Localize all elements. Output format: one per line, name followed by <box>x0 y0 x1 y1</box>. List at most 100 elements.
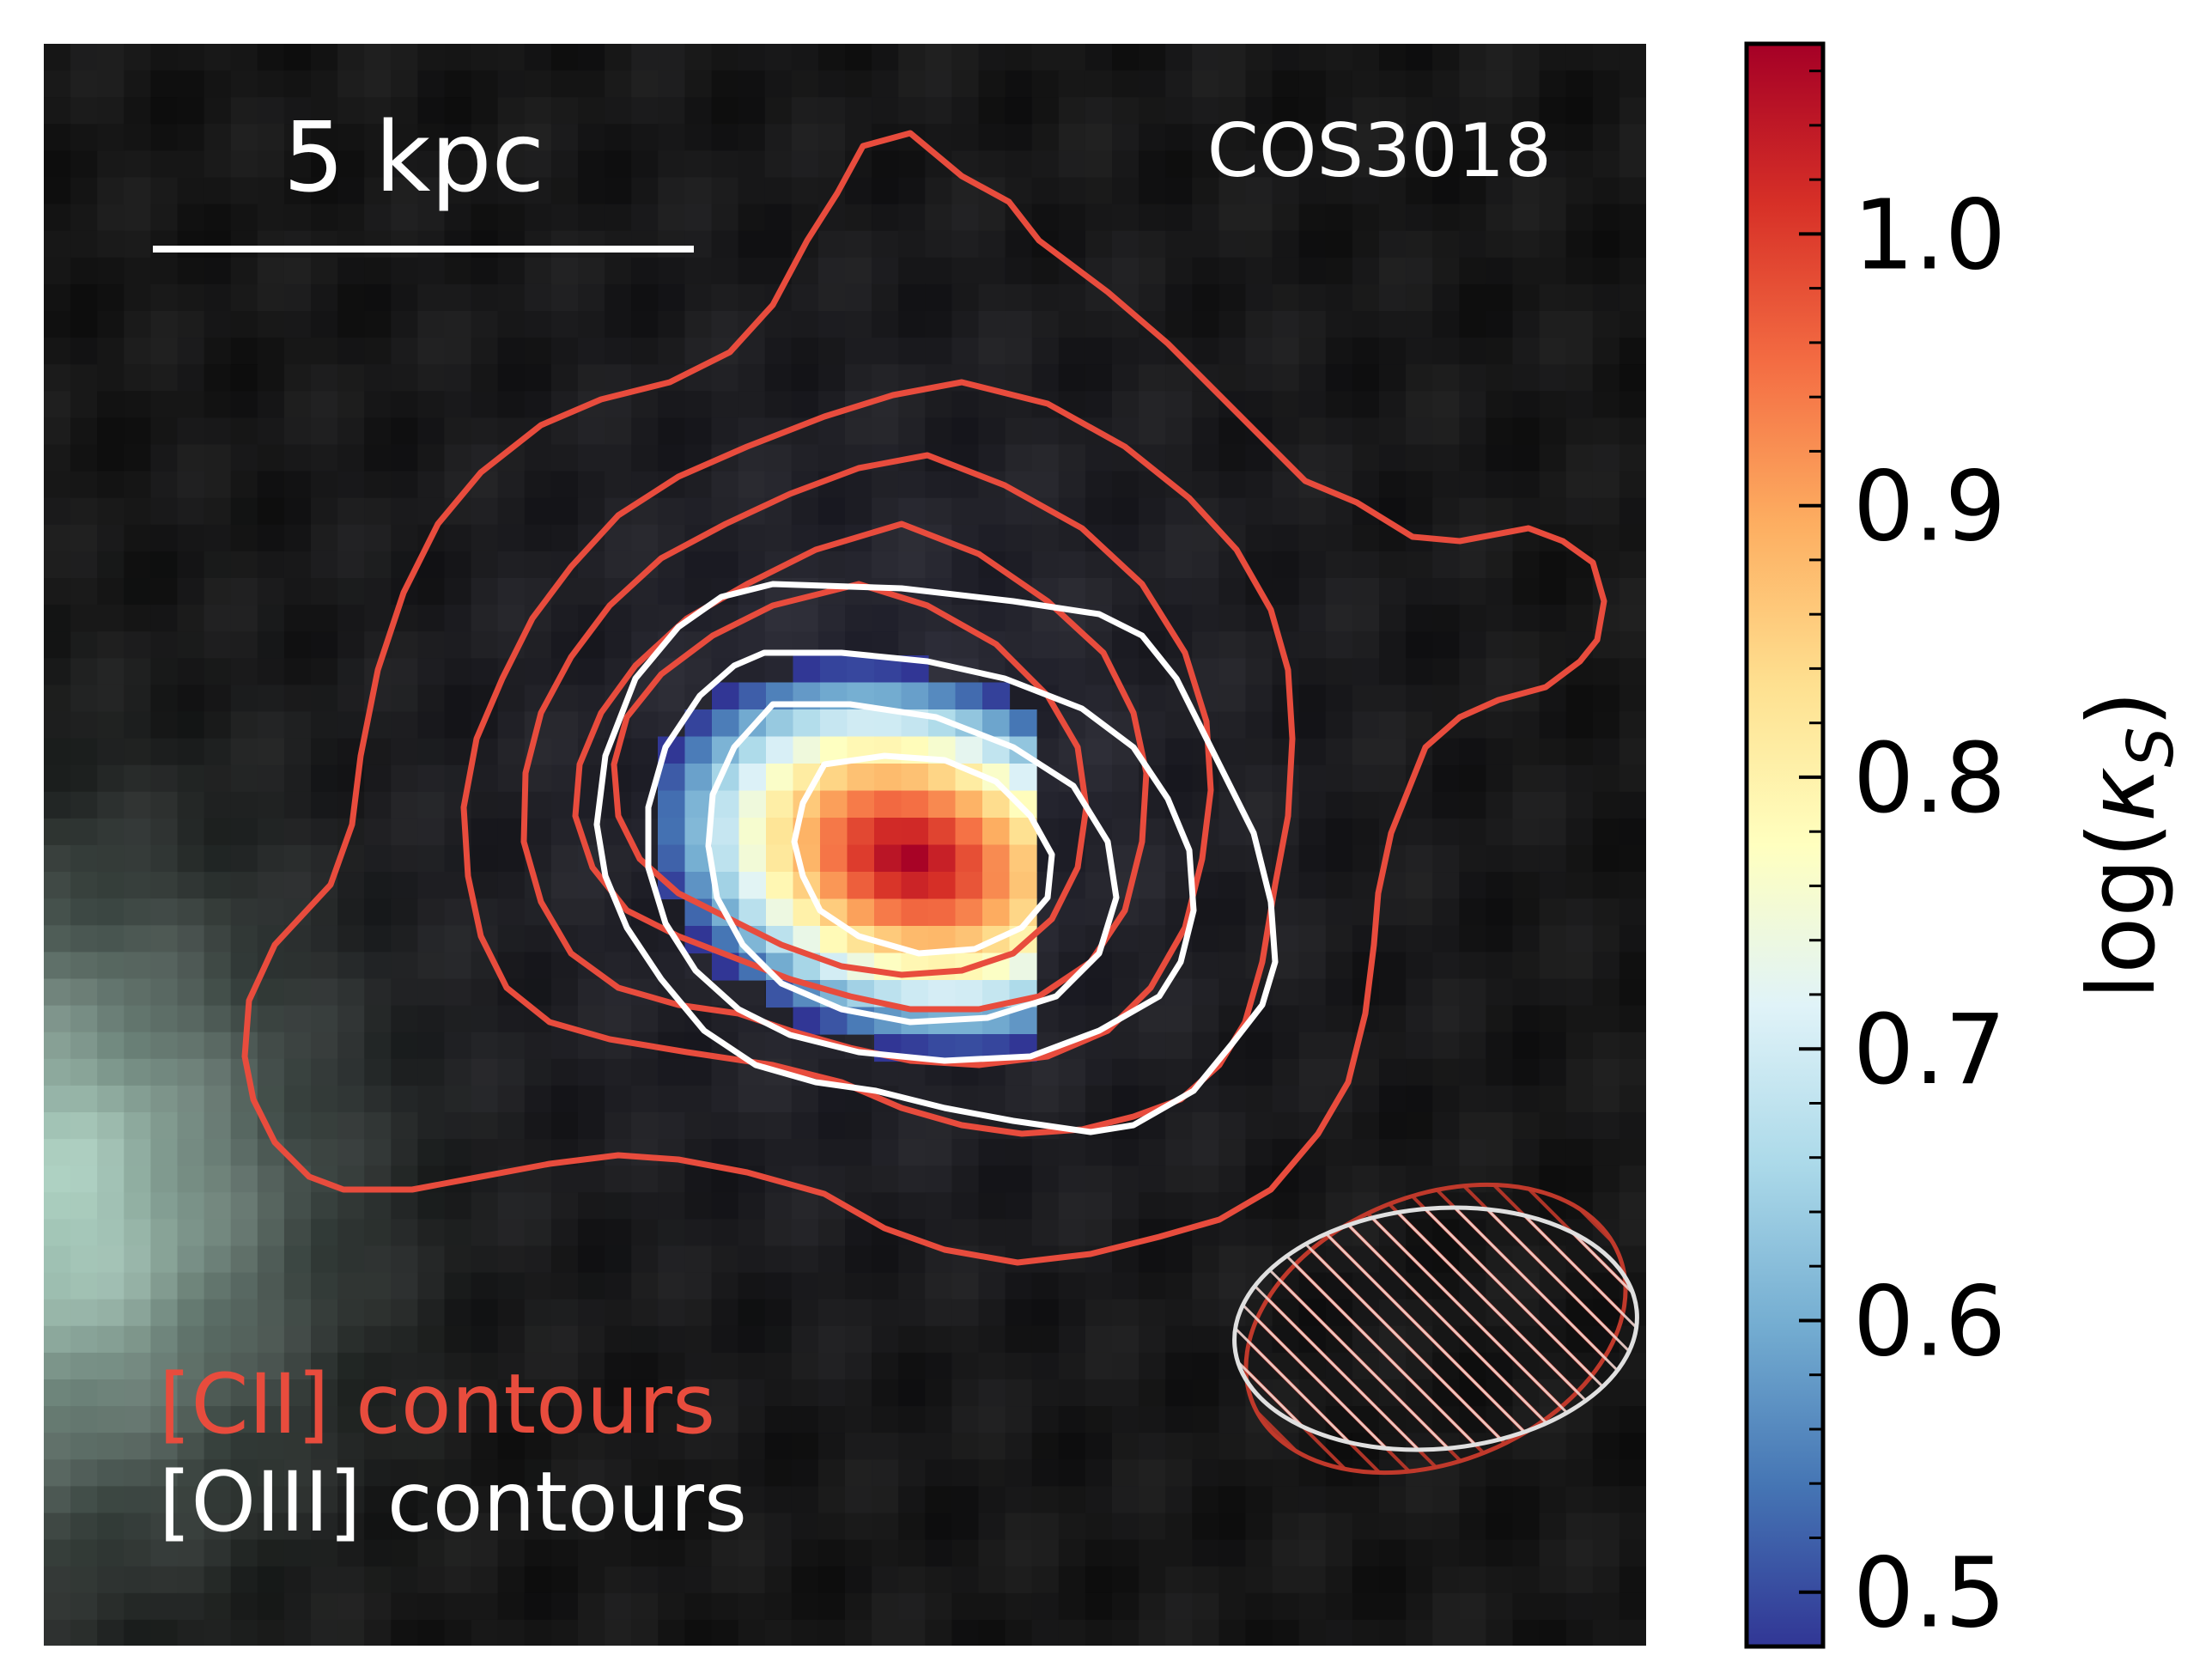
legend-oiii: [OIII] contours <box>159 1454 747 1550</box>
colorbar-tick-label: 0.9 <box>1853 452 2006 563</box>
colorbar-label-sub: S <box>2114 727 2188 767</box>
kappa-pixel <box>928 790 957 819</box>
kappa-pixel <box>1009 872 1037 900</box>
kappa-pixel <box>847 818 875 846</box>
oiii-contour-1 <box>593 581 1279 1135</box>
kappa-pixel <box>820 872 848 900</box>
kappa-pixel <box>820 709 848 738</box>
kappa-map-pixels <box>658 655 1037 1062</box>
kappa-pixel <box>982 818 1011 846</box>
kappa-pixel <box>874 682 902 710</box>
kappa-pixel <box>766 818 794 846</box>
kappa-pixel <box>847 764 875 792</box>
kappa-pixel <box>820 926 848 954</box>
oiii-contour-3 <box>705 701 1120 1026</box>
kappa-pixel <box>1009 953 1037 981</box>
cii-contour-1 <box>241 130 1607 1266</box>
kappa-pixel <box>684 790 713 819</box>
kappa-pixel <box>712 844 740 873</box>
kappa-pixel <box>901 818 929 846</box>
colorbar-gradient <box>1747 44 1823 1647</box>
colorbar-tick-label: 1.0 <box>1853 180 2006 291</box>
kappa-pixel <box>684 736 713 764</box>
kappa-pixel <box>982 709 1011 738</box>
kappa-pixel <box>712 818 740 846</box>
cii-contour-3 <box>520 452 1214 1068</box>
kappa-pixel <box>874 736 902 764</box>
colorbar-tick-label: 0.5 <box>1853 1538 2006 1650</box>
kappa-pixel <box>928 898 957 927</box>
colorbar-tick-label: 0.6 <box>1853 1267 2006 1379</box>
kappa-pixel <box>847 872 875 900</box>
kappa-pixel <box>901 980 929 1008</box>
colorbar-tick-label: 0.8 <box>1853 723 2006 835</box>
kappa-pixel <box>847 844 875 873</box>
cii-contours <box>241 130 1607 1266</box>
kappa-pixel <box>684 764 713 792</box>
kappa-pixel <box>847 655 875 684</box>
kappa-pixel <box>793 736 821 764</box>
kappa-pixel <box>955 818 983 846</box>
kappa-pixel <box>766 736 794 764</box>
oiii-contour-4 <box>791 752 1055 957</box>
kappa-pixel <box>928 764 957 792</box>
kappa-pixel <box>982 872 1011 900</box>
kappa-pixel <box>738 844 767 873</box>
kappa-pixel <box>901 764 929 792</box>
kappa-pixel <box>712 790 740 819</box>
kappa-pixel <box>658 790 686 819</box>
kappa-pixel <box>955 844 983 873</box>
kappa-pixel <box>738 682 767 710</box>
kappa-pixel <box>738 898 767 927</box>
kappa-pixel <box>874 818 902 846</box>
oiii-contour-2 <box>645 649 1197 1064</box>
colorbar-label-close: ) <box>2069 691 2176 727</box>
image-panel: 5 kpc COS3018 [CII] contours [OIII] cont… <box>44 44 1646 1646</box>
colorbar-label: log(κS) <box>2069 691 2188 1000</box>
panel-title: COS3018 <box>1207 108 1552 194</box>
kappa-pixel <box>766 844 794 873</box>
kappa-pixel <box>820 844 848 873</box>
kappa-pixel <box>766 764 794 792</box>
kappa-pixel <box>1009 790 1037 819</box>
kappa-pixel <box>712 682 740 710</box>
kappa-pixel <box>847 898 875 927</box>
kappa-pixel <box>982 898 1011 927</box>
kappa-pixel <box>955 736 983 764</box>
kappa-pixel <box>820 655 848 684</box>
kappa-pixel <box>766 790 794 819</box>
colorbar: 0.5 0.6 0.7 0.8 0.9 1.0 log(κS) <box>1744 41 2188 1650</box>
cii-contour-5 <box>611 581 1090 978</box>
kappa-pixel <box>928 844 957 873</box>
kappa-pixel <box>955 790 983 819</box>
kappa-pixel <box>901 790 929 819</box>
colorbar-ticks <box>1799 70 1823 1648</box>
colorbar-label-main: log( <box>2069 822 2176 1000</box>
cii-contour-4 <box>572 520 1150 1013</box>
kappa-pixel <box>928 872 957 900</box>
kappa-pixel <box>874 790 902 819</box>
kappa-pixel <box>766 709 794 738</box>
kappa-pixel <box>738 872 767 900</box>
kappa-pixel <box>766 872 794 900</box>
kappa-pixel <box>955 872 983 900</box>
kappa-pixel <box>1009 844 1037 873</box>
kappa-pixel <box>820 818 848 846</box>
kappa-pixel <box>712 709 740 738</box>
kappa-pixel <box>793 655 821 684</box>
kappa-pixel <box>874 764 902 792</box>
colorbar-label-kappa: κ <box>2069 767 2176 822</box>
kappa-pixel <box>1009 709 1037 738</box>
cii-contour-2 <box>460 379 1296 1137</box>
kappa-pixel <box>982 844 1011 873</box>
kappa-pixel <box>738 790 767 819</box>
kappa-pixel <box>658 844 686 873</box>
kappa-pixel <box>874 898 902 927</box>
kappa-pixel <box>793 709 821 738</box>
kappa-pixel <box>766 898 794 927</box>
scale-bar-label: 5 kpc <box>283 102 544 214</box>
kappa-pixel <box>1009 764 1037 792</box>
colorbar-tick-label: 0.7 <box>1853 995 2006 1106</box>
kappa-pixel <box>847 709 875 738</box>
kappa-pixel <box>955 682 983 710</box>
